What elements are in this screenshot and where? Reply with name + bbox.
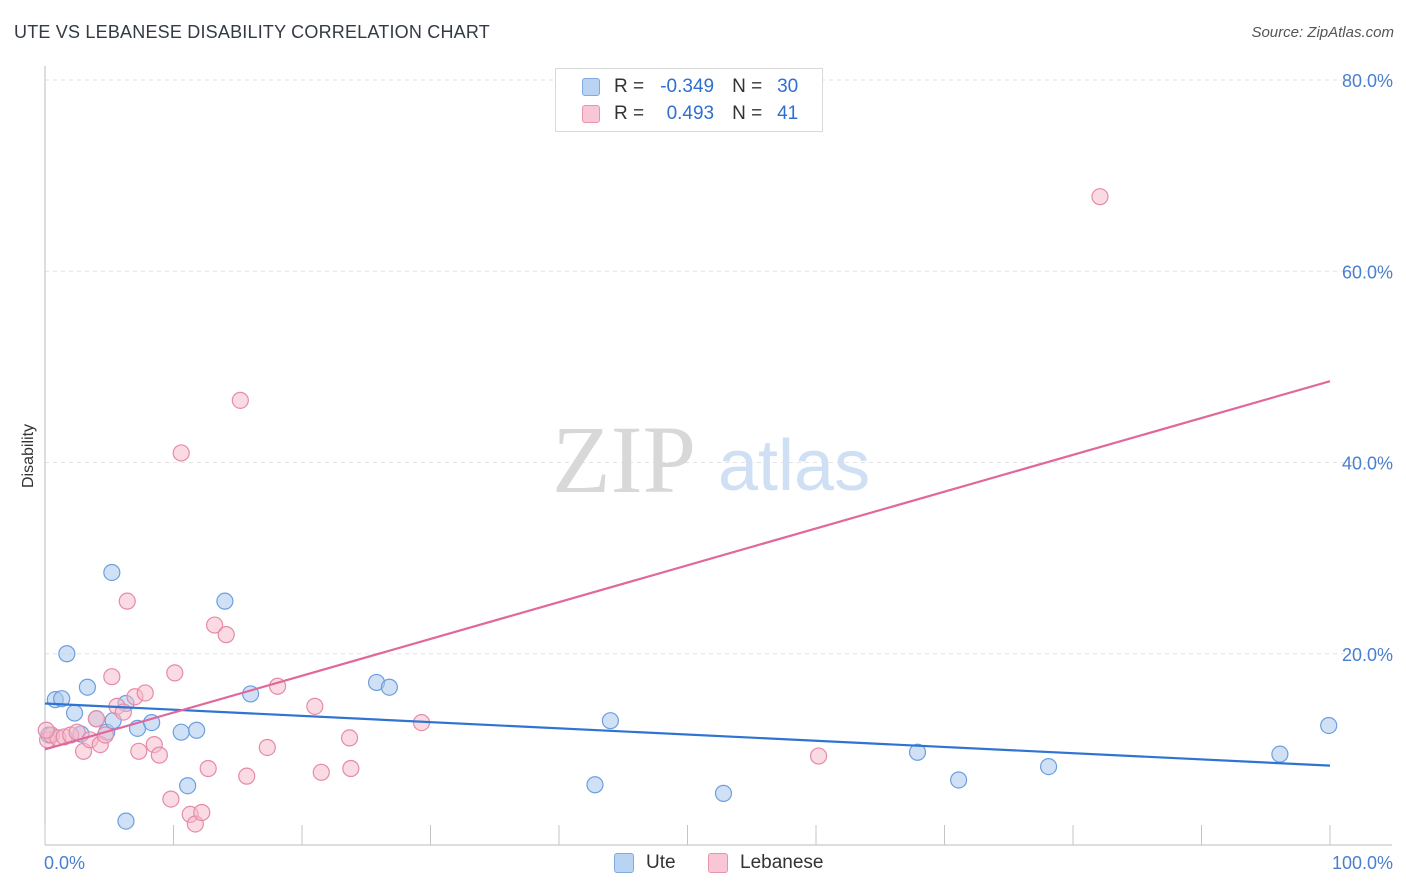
ute-point (950, 771, 968, 789)
x-tick-label: 0.0% (44, 853, 85, 873)
lebanese-point (312, 763, 330, 781)
lebanese-legend-swatch (708, 853, 728, 873)
lebanese-point (809, 747, 828, 765)
ute-point (1320, 716, 1338, 735)
legend-n-label: N = (732, 103, 763, 124)
lebanese-point (118, 592, 136, 610)
ute-point (1271, 745, 1289, 763)
ute-point (58, 645, 76, 663)
legend-n-value-ute: 30 (777, 76, 799, 97)
lebanese-point (258, 738, 276, 757)
series-legend-lebanese-label: Lebanese (740, 852, 824, 873)
trendlines (44, 380, 1331, 767)
ute-swatch (582, 78, 600, 96)
ute-point (172, 723, 190, 741)
lebanese-point (87, 710, 106, 728)
lebanese-point (162, 790, 180, 808)
legend-r-label: R = (614, 103, 645, 124)
x-tick-labels: 0.0% 100.0% (44, 853, 1393, 873)
legend-n-value-lebanese: 41 (777, 103, 799, 124)
ute-point (117, 812, 135, 830)
lebanese-point (166, 664, 184, 682)
ute-point (216, 592, 234, 610)
legend-row-ute: R = -0.349 N = 30 (582, 74, 798, 100)
legend-r-value-lebanese: 0.493 (666, 103, 715, 124)
x-tick-label: 100.0% (1332, 853, 1393, 873)
lebanese-point (342, 759, 360, 778)
lebanese-point (193, 803, 211, 822)
ute-point (188, 721, 206, 739)
lebanese-point (150, 746, 168, 764)
legend-n-label: N = (732, 76, 763, 97)
y-tick-label: 40.0% (1342, 454, 1393, 474)
ute-point (78, 678, 97, 696)
lebanese-point (136, 684, 154, 702)
lebanese-point (199, 759, 217, 778)
lebanese-point (306, 697, 324, 715)
ute-point (65, 704, 84, 722)
series-legend: Ute Lebanese (0, 852, 1406, 876)
lebanese-point (340, 729, 359, 747)
chart-title: UTE VS LEBANESE DISABILITY CORRELATION C… (14, 22, 490, 42)
y-tick-label: 20.0% (1342, 645, 1393, 665)
ute-point (103, 563, 121, 582)
lebanese-point (206, 616, 224, 634)
lebanese-point (1091, 188, 1109, 206)
lebanese-point (238, 767, 256, 785)
lebanese-point (103, 668, 121, 686)
y-axis-label: Disability (20, 424, 37, 488)
lebanese-point (37, 721, 55, 739)
ute-point (601, 712, 620, 730)
correlation-legend: R = -0.349 N = 30 R = 0.493 N = 41 (555, 68, 823, 132)
lebanese-swatch (582, 105, 600, 123)
legend-r-value-ute: -0.349 (660, 76, 715, 97)
lebanese-point (231, 391, 249, 409)
lebanese-point (172, 444, 190, 462)
gridlines (45, 79, 1392, 655)
legend-row-lebanese: R = 0.493 N = 41 (582, 101, 798, 127)
watermark-zip: ZIP (552, 406, 696, 513)
lebanese-point (130, 742, 148, 760)
y-tick-labels: 20.0% 40.0% 60.0% 80.0% (1342, 71, 1393, 665)
ute-point (908, 743, 927, 761)
y-tick-label: 80.0% (1342, 71, 1393, 91)
ute-point (380, 678, 398, 696)
ute-legend-swatch (614, 853, 634, 873)
ute-point (1039, 757, 1058, 776)
axes (44, 66, 1392, 846)
watermark: ZIP atlas (552, 406, 870, 513)
ute-point (714, 784, 733, 802)
watermark-atlas: atlas (718, 426, 870, 506)
lebanese-trendline (44, 380, 1331, 751)
ute-point (586, 776, 604, 794)
ute-point (179, 777, 197, 795)
lebanese-point (217, 626, 235, 644)
ute-point (53, 690, 71, 708)
series-legend-ute-label: Ute (646, 852, 676, 873)
legend-r-label: R = (614, 76, 645, 97)
source-label: Source: ZipAtlas.com (1251, 24, 1394, 41)
ute-points (40, 563, 1338, 830)
y-tick-label: 60.0% (1342, 262, 1393, 282)
ute-trendline (44, 702, 1331, 767)
series-legend-ute[interactable]: Ute (614, 852, 676, 874)
series-legend-lebanese[interactable]: Lebanese (708, 852, 823, 874)
